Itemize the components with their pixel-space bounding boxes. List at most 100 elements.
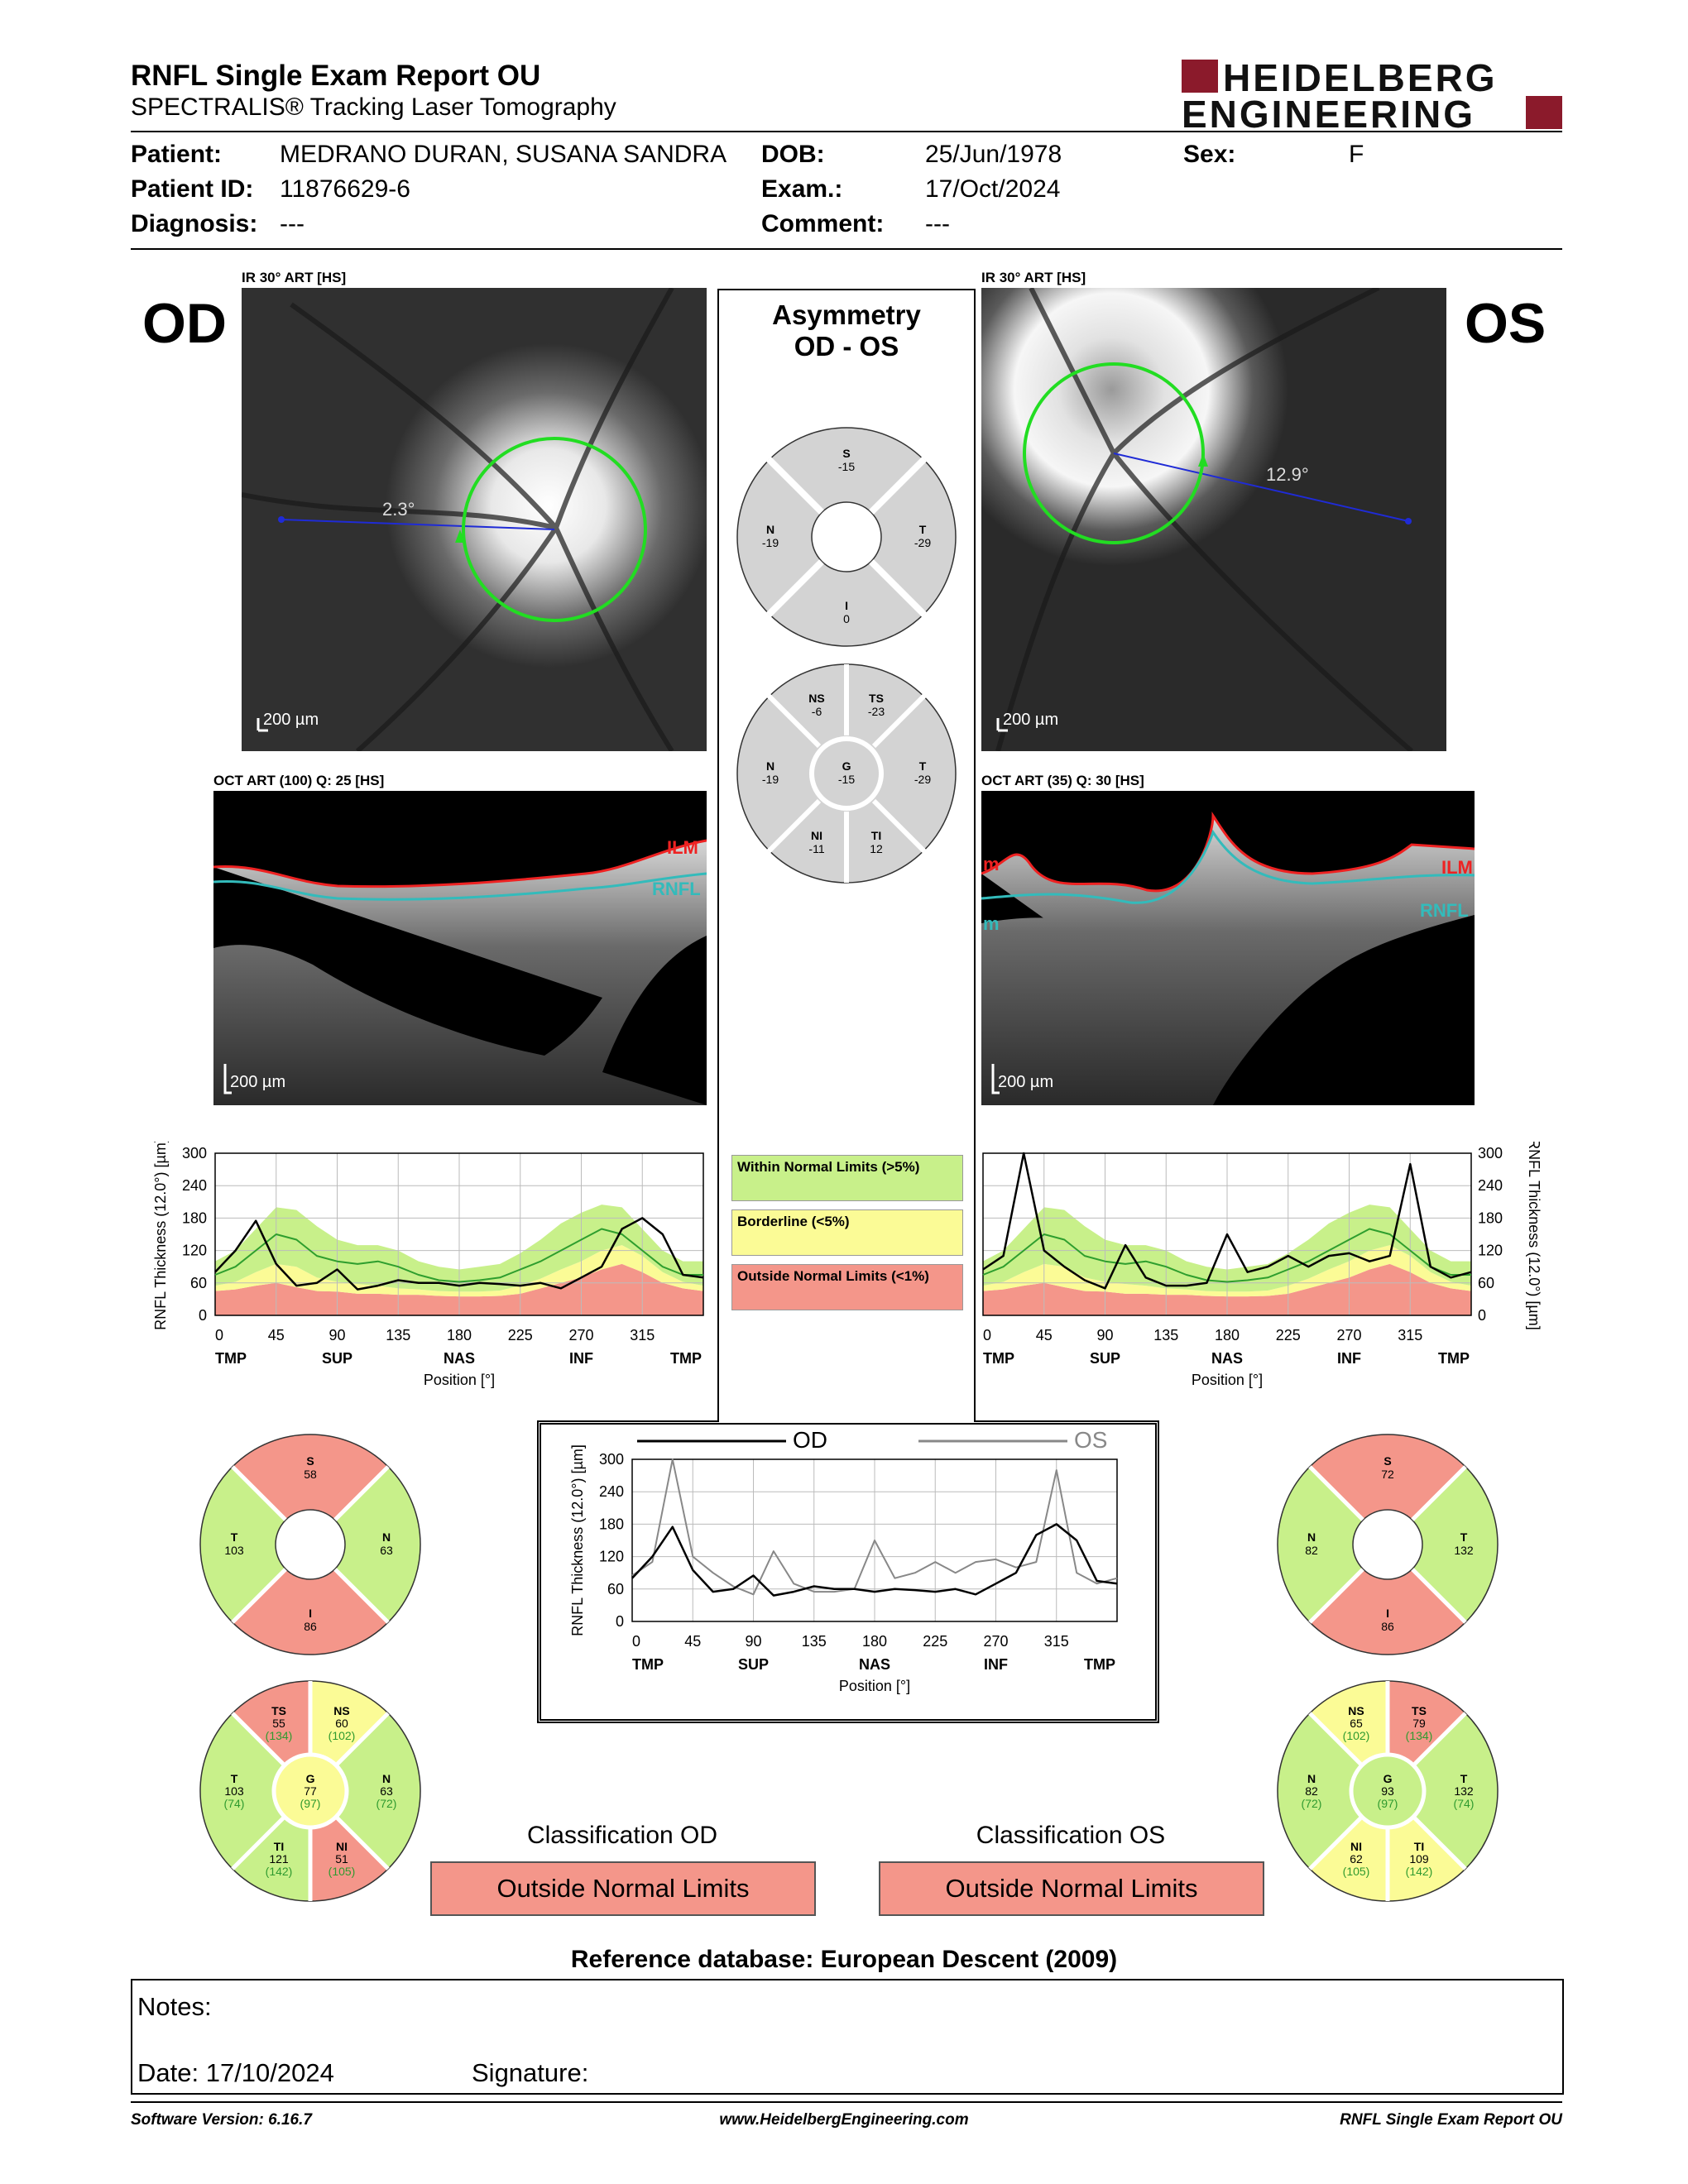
svg-text:T: T [1460,1772,1468,1785]
classification-od-value: Outside Normal Limits [430,1861,816,1916]
svg-text:82: 82 [1305,1544,1318,1557]
svg-text:NS: NS [333,1704,349,1717]
svg-text:I: I [845,599,848,612]
y-tick-label: 0 [1478,1307,1486,1324]
footer-report: RNFL Single Exam Report OU [1340,2111,1562,2129]
svg-text:65: 65 [1350,1717,1363,1730]
x-axis-label: Position [°] [424,1372,495,1388]
classification-os-title: Classification OS [976,1822,1166,1849]
os-quadrant-chart: S 72 N 82 T 132 I 86 [1276,1433,1499,1660]
exam-value: 17/Oct/2024 [925,175,1061,203]
svg-text:86: 86 [304,1620,317,1633]
svg-text:I: I [1386,1607,1389,1620]
x-tick-label: 90 [328,1327,345,1343]
svg-text:TS: TS [869,692,884,705]
x-tick-label: 270 [568,1327,593,1343]
footer-website[interactable]: www.HeidelbergEngineering.com [719,2111,969,2129]
od-fundus-image: 2.3° 200 µm [242,288,707,751]
svg-text:(134): (134) [1406,1729,1433,1742]
svg-text:51: 51 [335,1852,348,1866]
od-quadrant-chart: S 58 T 103 N 63 I 86 [199,1433,422,1660]
x-tick-label: 45 [268,1327,285,1343]
logo-line1: HEIDELBERG [1223,56,1498,99]
svg-text:(97): (97) [300,1797,321,1810]
svg-text:NI: NI [336,1840,348,1853]
svg-text:93: 93 [1381,1784,1394,1798]
plot-frame [214,1152,704,1316]
svg-text:m: m [983,913,1000,934]
svg-text:132: 132 [1454,1544,1474,1557]
y-tick-label: 240 [1478,1177,1503,1194]
notes-label: Notes: [137,1992,212,2021]
svg-text:86: 86 [1381,1620,1394,1633]
svg-text:NI: NI [811,829,822,842]
svg-text:-11: -11 [808,842,824,855]
od-sector-chart: TS 55 (134) NS 60 (102) T 103 (74) G 77 (97) N 63… [199,1679,422,1907]
region-label: NAS [444,1350,475,1367]
svg-text:(97): (97) [1378,1797,1398,1810]
date-label: Date: 17/10/2024 [137,2058,334,2087]
svg-text:TI: TI [1414,1840,1424,1853]
x-tick-label: 0 [632,1633,640,1650]
y-tick-label: 60 [1478,1275,1494,1291]
x-tick-label: 0 [215,1327,223,1343]
report-title: RNFL Single Exam Report OU [131,60,541,92]
comment-label: Comment: [761,210,885,237]
x-tick-label: 45 [684,1633,701,1650]
os-ir-angle: 12.9° [1266,464,1309,485]
combined-frame [539,1423,1157,1721]
legend-borderline: Borderline (<5%) [731,1209,963,1256]
y-tick-label: 60 [190,1275,207,1291]
plot-frame [982,1152,1472,1316]
od-ir-scale: 200 µm [263,711,319,729]
od-oct-label: OCT ART (100) Q: 25 [HS] [213,773,385,788]
x-tick-label: 180 [1215,1327,1240,1343]
svg-text:(102): (102) [1343,1729,1370,1742]
x-tick-label: 180 [447,1327,472,1343]
y-tick-label: 240 [182,1177,207,1194]
svg-text:72: 72 [1381,1468,1394,1481]
os-oct-label: OCT ART (35) Q: 30 [HS] [981,773,1144,788]
y-axis-label: RNFL Thickness (12.0°) [µm] [1526,1142,1542,1330]
svg-text:(142): (142) [266,1865,293,1878]
svg-text:(102): (102) [328,1729,356,1742]
y-tick-label: 300 [599,1451,624,1468]
svg-text:G: G [1383,1772,1393,1785]
svg-text:NS: NS [1348,1704,1364,1717]
od-rnfl-label: RNFL [652,879,701,899]
patient-name: MEDRANO DURAN, SUSANA SANDRA [280,141,727,168]
svg-text:58: 58 [304,1468,317,1481]
dob-label: DOB: [761,141,825,168]
os-legend-label: OS [1074,1427,1107,1453]
region-label: TMP [983,1350,1014,1367]
sex-value: F [1349,141,1364,168]
od-ir-angle: 2.3° [382,499,415,520]
svg-text:(72): (72) [1302,1797,1322,1810]
x-tick-label: 135 [802,1633,827,1650]
svg-text:N: N [766,759,774,773]
os-rnfl-label: RNFL [1420,900,1469,921]
region-label: TMP [1438,1350,1470,1367]
svg-text:-23: -23 [868,705,885,718]
svg-text:NI: NI [1350,1840,1362,1853]
diagnosis-label: Diagnosis: [131,210,258,237]
normal-mean-line [214,1228,703,1283]
od-oct-scale: 200 µm [230,1073,285,1091]
region-label: TMP [1084,1656,1115,1673]
patient-label: Patient: [131,141,223,168]
y-tick-label: 180 [599,1516,624,1532]
svg-text:T: T [919,759,927,773]
logo-line2: ENGINEERING [1182,93,1475,132]
svg-text:N: N [382,1772,391,1785]
y-tick-label: 180 [182,1209,207,1226]
region-label: INF [569,1350,593,1367]
x-tick-label: 45 [1036,1327,1053,1343]
x-tick-label: 315 [630,1327,655,1343]
classification-os-value: Outside Normal Limits [879,1861,1264,1916]
od-thickness-chart: 300 240 180 120 60 0 0 45 90 135 180 225 270 315 TMP SU… [132,1138,712,1419]
svg-text:103: 103 [224,1784,244,1798]
od-ir-label: IR 30° ART [HS] [242,270,347,285]
od-legend-label: OD [793,1427,827,1453]
svg-text:(142): (142) [1406,1865,1433,1878]
asymmetry-title: Asymmetry OD - OS [772,299,921,362]
